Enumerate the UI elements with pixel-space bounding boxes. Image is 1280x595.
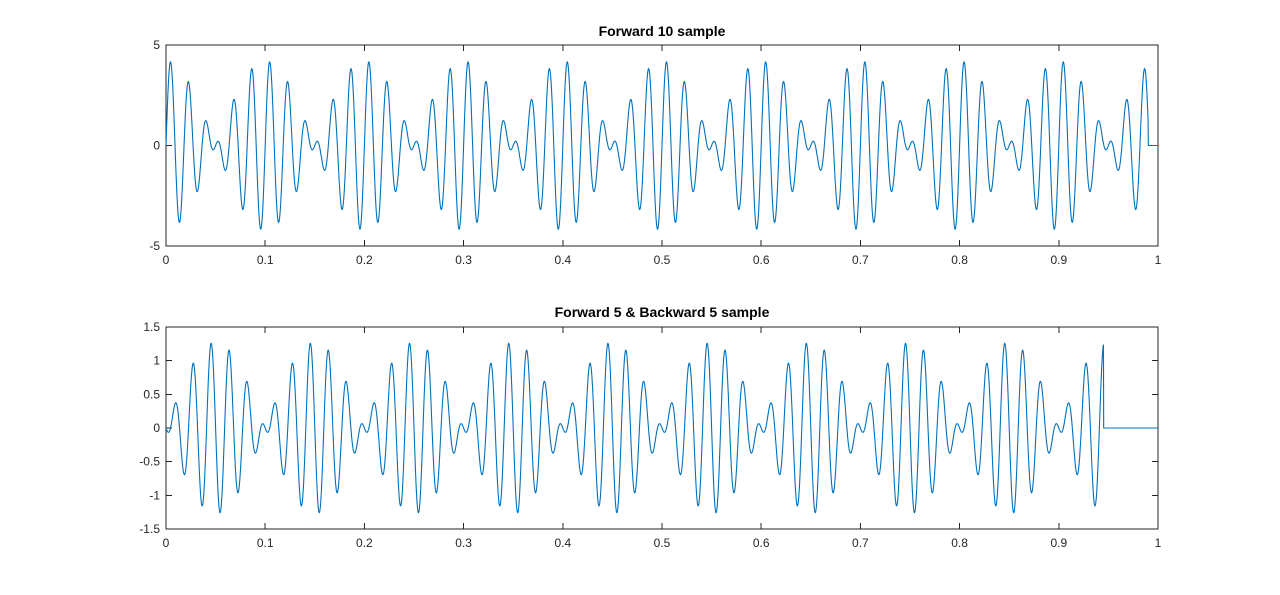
y-tick-label-bottom-0: -1.5 [139,522,160,536]
x-tick-label-bottom-5: 0.5 [654,536,671,550]
x-tick-label-top-10: 1 [1155,253,1162,267]
y-tick-label-bottom-6: 1.5 [143,320,160,334]
x-tick-label-top-3: 0.3 [455,253,472,267]
x-tick-label-bottom-4: 0.4 [554,536,571,550]
y-tick-label-bottom-1: -1 [149,488,160,502]
y-tick-label-bottom-2: -0.5 [139,455,160,469]
x-tick-label-top-2: 0.2 [356,253,373,267]
y-tick-label-bottom-3: 0 [153,421,160,435]
x-tick-label-bottom-7: 0.7 [852,536,869,550]
x-tick-label-bottom-0: 0 [163,536,170,550]
x-tick-label-top-8: 0.8 [951,253,968,267]
y-tick-label-bottom-4: 0.5 [143,387,160,401]
axes-bottom-title: Forward 5 & Backward 5 sample [555,304,770,320]
y-tick-label-bottom-5: 1 [153,354,160,368]
x-tick-label-top-4: 0.4 [554,253,571,267]
axes-bottom-ticks [165,326,1159,530]
x-tick-label-top-9: 0.9 [1050,253,1067,267]
x-tick-label-bottom-9: 0.9 [1050,536,1067,550]
x-tick-label-bottom-8: 0.8 [951,536,968,550]
x-tick-label-top-7: 0.7 [852,253,869,267]
x-tick-label-top-0: 0 [163,253,170,267]
axes-top-tick-labels: 0 0.1 0.2 0.3 0.4 0.5 0.6 0.7 0.8 0.9 1-505 [149,38,1161,267]
axes-bottom: Forward 5 & Backward 5 sample 0 0.1 0.2 0.3… [139,304,1161,550]
y-tick-label-top-0: -5 [149,239,160,253]
x-tick-label-bottom-3: 0.3 [455,536,472,550]
x-tick-label-bottom-6: 0.6 [753,536,770,550]
series-line-bottom [165,342,1158,514]
x-tick-label-top-6: 0.6 [753,253,770,267]
x-tick-label-top-1: 0.1 [257,253,274,267]
x-tick-label-bottom-2: 0.2 [356,536,373,550]
axes-top: Forward 10 sample 0 0.1 0.2 0.3 0.4 0.5 0.6 0.7… [149,23,1161,267]
x-tick-label-top-5: 0.5 [654,253,671,267]
x-tick-label-bottom-1: 0.1 [257,536,274,550]
x-tick-label-bottom-10: 1 [1155,536,1162,550]
axes-top-ticks [165,44,1159,247]
y-tick-label-top-1: 0 [153,139,160,153]
axes-top-title: Forward 10 sample [599,23,726,39]
series-line-top [165,61,1158,230]
axes-bottom-tick-labels: 0 0.1 0.2 0.3 0.4 0.5 0.6 0.7 0.8 0.9 1 -1.5 -1 -0.5 0… [139,320,1161,550]
y-tick-label-top-2: 5 [153,38,160,52]
